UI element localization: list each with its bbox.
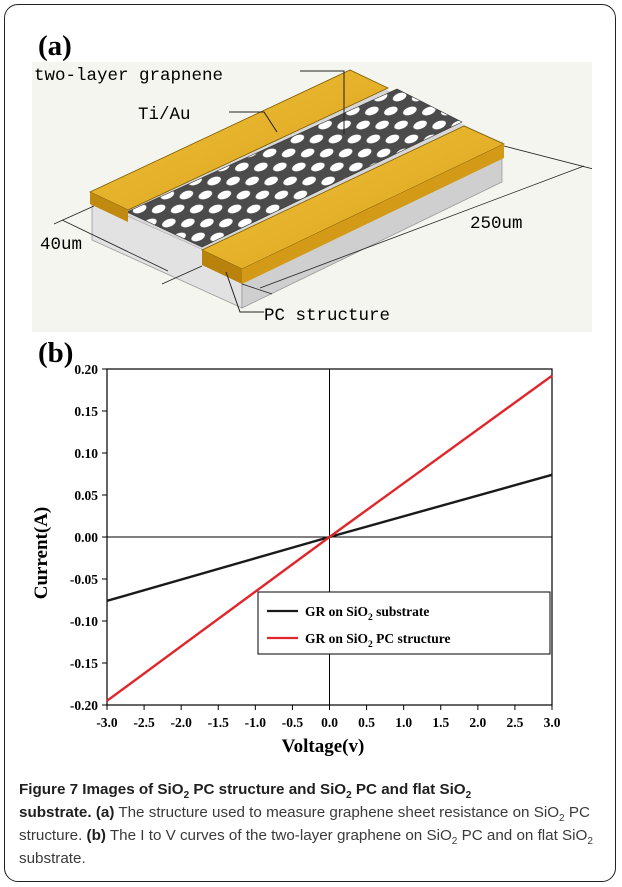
x-tick-label: 1.5	[432, 715, 449, 730]
electrode-pointer	[229, 111, 278, 133]
x-tick-label: 0.5	[358, 715, 375, 730]
width-dim-line	[61, 219, 169, 272]
y-tick-label: 0.15	[74, 404, 98, 419]
length-dim-end	[503, 145, 592, 170]
y-tick-label: 0.05	[74, 488, 98, 503]
caption-figure-number: Figure 7	[19, 781, 79, 798]
back-electrode-top	[89, 69, 389, 211]
electrode-label: Ti/Au	[138, 105, 191, 125]
graphene-label: two-layer grapnene	[34, 66, 223, 86]
pc-hole-array	[126, 88, 463, 248]
panel-b-label: (b)	[38, 337, 74, 369]
width-dim-bottom	[161, 265, 203, 285]
y-tick-label: -0.20	[70, 698, 98, 713]
back-electrode-side	[90, 192, 128, 222]
legend-label-substrate: GR on SiO2 substrate	[305, 604, 429, 623]
x-tick-label: 2.0	[469, 715, 486, 730]
panel-a-label: (a)	[38, 30, 72, 62]
y-tick-label: 0.20	[74, 365, 98, 377]
x-tick-label: -3.0	[96, 715, 118, 730]
x-tick-label: -2.5	[133, 715, 155, 730]
y-tick-label: 0.00	[74, 530, 98, 545]
legend: GR on SiO2 substrate GR on SiO2 PC struc…	[257, 591, 551, 655]
caption-b-tag: (b)	[86, 827, 106, 844]
length-dim-line	[259, 165, 585, 289]
width-label: 40um	[40, 235, 82, 255]
x-axis-title: Voltage(v)	[282, 736, 365, 757]
legend-label-pc: GR on SiO2 PC structure	[305, 631, 451, 650]
graphene-pointer	[300, 70, 345, 134]
x-tick-label: 0.0	[321, 715, 338, 730]
width-dim-top	[53, 205, 95, 225]
length-label: 250um	[470, 214, 523, 234]
iv-chart: -3.0 -2.5 -2.0 -1.5 -1.0 -0.5 0.0 0.5 1.0 1.5 2.0 2…	[31, 365, 561, 757]
x-tick-label: -2.0	[170, 715, 192, 730]
figure-frame	[4, 4, 616, 882]
caption-title-end: substrate.	[19, 804, 92, 821]
x-tick-label: -0.5	[282, 715, 304, 730]
x-tick-label: 1.0	[395, 715, 412, 730]
legend-box	[257, 591, 551, 655]
caption-a-tag: (a)	[95, 804, 115, 821]
y-tick-label: -0.15	[70, 656, 98, 671]
y-axis-title: Current(A)	[31, 507, 52, 600]
y-tick-label: -0.10	[70, 614, 98, 629]
x-tick-label: -1.5	[208, 715, 230, 730]
length-dim-start	[241, 283, 273, 295]
front-electrode-end	[242, 144, 504, 284]
figure-caption: Figure 7 Images of SiO2 PC structure and…	[19, 781, 593, 867]
y-tick-label: -0.05	[70, 572, 98, 587]
device-schematic: two-layer grapnene Ti/Au 40um 250um PC s…	[32, 62, 592, 332]
front-electrode-side	[202, 250, 242, 284]
x-tick-label: 2.5	[506, 715, 523, 730]
series-line-pc-structure	[106, 374, 553, 702]
y-tick-label: 0.10	[74, 446, 98, 461]
x-tick-label: 3.0	[544, 715, 561, 730]
structure-label: PC structure	[264, 306, 390, 326]
x-tick-label: -1.0	[245, 715, 267, 730]
structure-pointer	[225, 271, 264, 313]
